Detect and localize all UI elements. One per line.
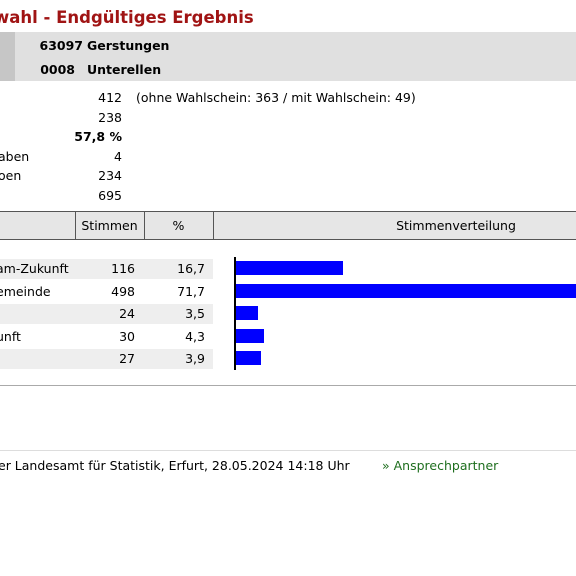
header-divider [213, 212, 214, 239]
region-name-1: Gerstungen [87, 38, 170, 53]
stat-label-4: aben [0, 149, 30, 164]
party-percent-4: 4,3 [185, 329, 205, 344]
header-votes: Stimmen [81, 218, 138, 233]
party-percent-2: 71,7 [177, 284, 205, 299]
party-votes-2: 498 [111, 284, 135, 299]
party-percent-1: 16,7 [177, 261, 205, 276]
stat-value-2: 238 [98, 110, 122, 125]
vote-bar-3 [236, 306, 259, 320]
header-distribution: Stimmenverteilung [396, 218, 516, 233]
header-percent: % [172, 218, 185, 233]
party-percent-3: 3,5 [185, 306, 205, 321]
results-table-header: Stimmen % Stimmenverteilung [0, 211, 576, 240]
footer-divider [0, 450, 576, 451]
party-percent-5: 3,9 [185, 351, 205, 366]
stat-note: (ohne Wahlschein: 363 / mit Wahlschein: … [136, 90, 416, 105]
party-name-2: emeinde [0, 284, 51, 299]
table-row-bg [0, 349, 213, 369]
contact-link[interactable]: » Ansprechpartner [382, 458, 499, 473]
party-votes-1: 116 [111, 261, 135, 276]
vote-bar-5 [236, 351, 261, 365]
stat-value-4: 4 [114, 149, 122, 164]
party-votes-5: 27 [119, 351, 135, 366]
table-row-bg [0, 259, 213, 279]
region-header-stub [0, 32, 15, 81]
region-name-2: Unterellen [87, 62, 162, 77]
header-divider [75, 212, 76, 239]
vote-bar-4 [236, 328, 264, 343]
region-header: 63097 Gerstungen 0008 Unterellen [0, 32, 576, 81]
party-votes-4: 30 [119, 329, 135, 344]
stat-value-3: 57,8 % [74, 129, 122, 144]
chart-axis-line [234, 257, 236, 370]
party-votes-3: 24 [119, 306, 135, 321]
vote-bar-2 [236, 283, 576, 298]
vote-bar-1 [236, 261, 343, 275]
stat-value-5: 234 [98, 168, 122, 183]
table-bottom-rule [0, 385, 576, 386]
table-row-bg [0, 304, 213, 324]
stat-value-6: 695 [98, 188, 122, 203]
party-name-4: unft [0, 329, 21, 344]
stat-value-1: 412 [98, 90, 122, 105]
page-title: wahl - Endgültiges Ergebnis [0, 8, 254, 27]
footer-source: er Landesamt für Statistik, Erfurt, 28.0… [0, 458, 350, 473]
stat-label-5: oen [0, 168, 22, 183]
party-name-1: am-Zukunft [0, 261, 69, 276]
header-divider [144, 212, 145, 239]
